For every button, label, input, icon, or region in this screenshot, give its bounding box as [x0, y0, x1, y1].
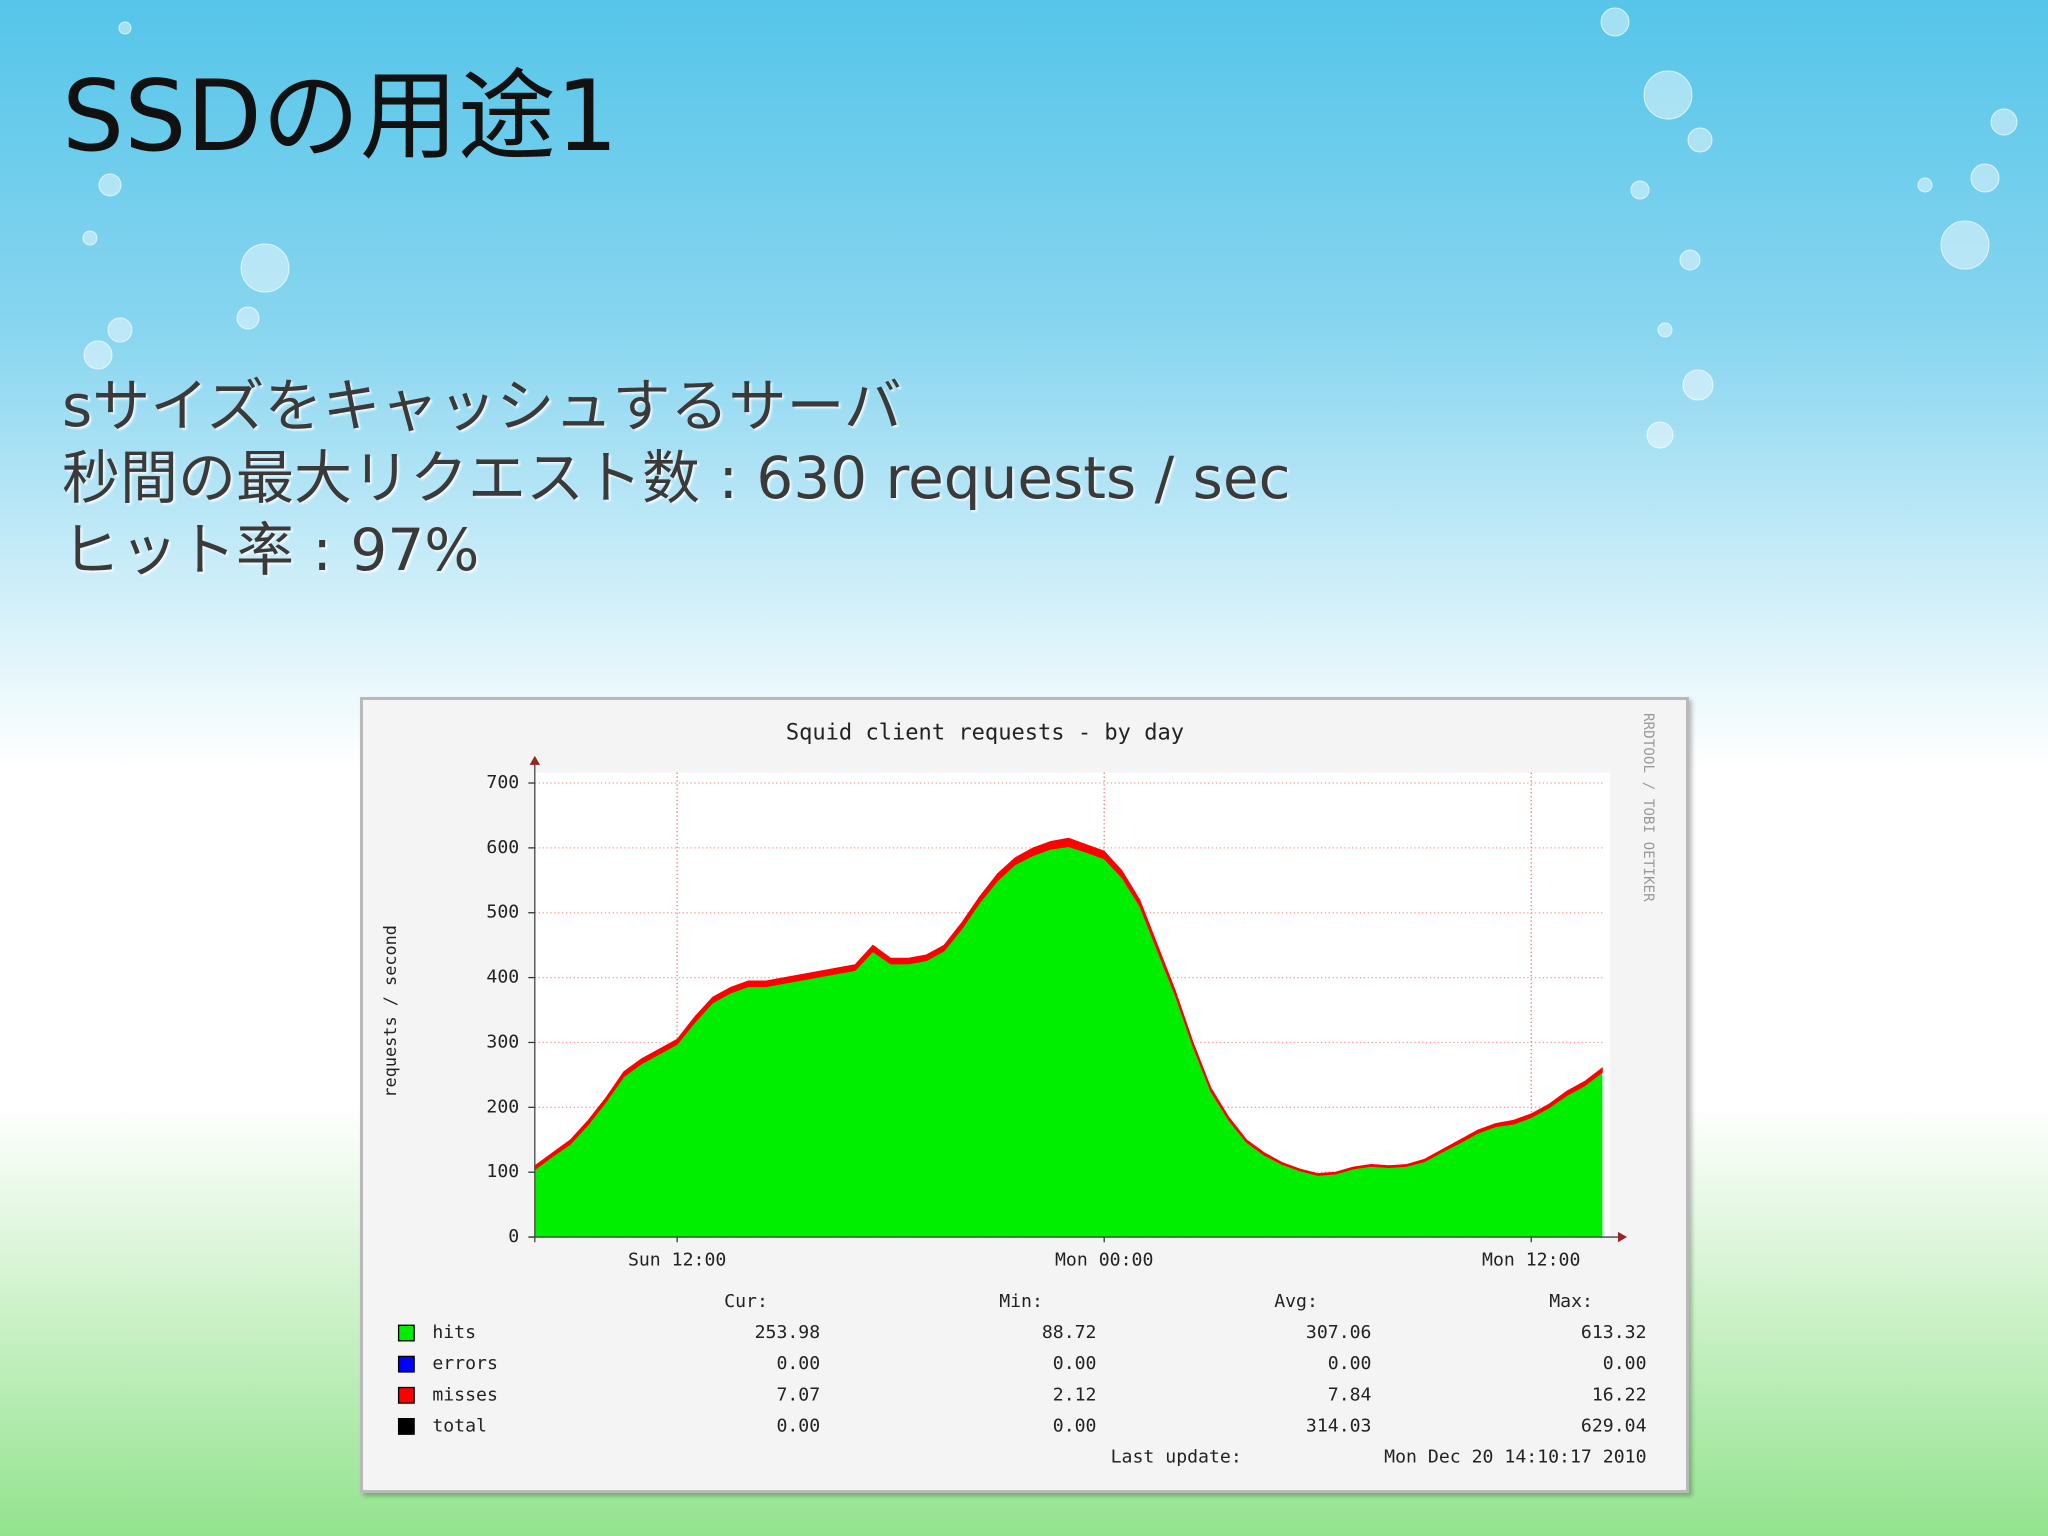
- x-tick-label: Mon 00:00: [1055, 1249, 1153, 1270]
- stats-value: 314.03: [1306, 1415, 1372, 1436]
- stats-value: 16.22: [1592, 1384, 1647, 1405]
- bubble: [107, 317, 133, 343]
- last-update: Mon Dec 20 14:10:17 2010: [1384, 1447, 1646, 1468]
- bubble: [82, 230, 98, 246]
- stats-header: Max:: [1549, 1291, 1593, 1312]
- y-tick-label: 100: [486, 1161, 519, 1182]
- bubble: [1630, 180, 1650, 200]
- legend-swatch: [397, 1355, 415, 1373]
- x-tick-label: Mon 12:00: [1482, 1249, 1580, 1270]
- stats-value: 253.98: [755, 1322, 821, 1343]
- bubble: [98, 173, 122, 197]
- bullet-list: sサイズをキャッシュするサーバ 秒間の最大リクエスト数 : 630 reques…: [62, 370, 1290, 586]
- stats-header: Min:: [999, 1291, 1043, 1312]
- bubble: [1682, 369, 1714, 401]
- bullet: sサイズをキャッシュするサーバ: [62, 372, 902, 440]
- axis-arrow: [1617, 1231, 1628, 1243]
- stats-value: 0.00: [1053, 1415, 1097, 1436]
- stats-value: 0.00: [1328, 1353, 1372, 1374]
- bubble: [1687, 127, 1713, 153]
- bubble: [118, 21, 132, 35]
- legend-label: total: [432, 1415, 487, 1436]
- chart-frame: Squid client requests - by day requests …: [360, 697, 1689, 1493]
- stats-value: 2.12: [1053, 1384, 1097, 1405]
- axis-arrow: [529, 755, 540, 765]
- stats-value: 0.00: [1053, 1353, 1097, 1374]
- bullet: ヒット率 : 97%: [62, 516, 480, 584]
- stats-value: 307.06: [1306, 1322, 1372, 1343]
- legend-swatch: [397, 1418, 415, 1435]
- area-hits: [534, 846, 1603, 1238]
- y-tick-label: 600: [486, 837, 519, 858]
- y-tick-label: 500: [486, 902, 519, 923]
- bubble: [83, 340, 113, 370]
- bubbles: [82, 7, 2018, 449]
- legend-swatch: [397, 1324, 415, 1342]
- legend-swatch: [397, 1386, 415, 1404]
- bubble: [1646, 421, 1674, 449]
- stats-value: 0.00: [776, 1353, 820, 1374]
- legend-label: errors: [432, 1353, 498, 1374]
- stats-value: 7.07: [776, 1384, 820, 1405]
- chart: Squid client requests - by day requests …: [380, 713, 1656, 1468]
- stats-header: Cur:: [724, 1291, 768, 1312]
- y-tick-label: 0: [508, 1226, 519, 1247]
- stats-value: 613.32: [1581, 1322, 1647, 1343]
- y-tick-label: 700: [486, 772, 519, 793]
- bubble: [1657, 322, 1673, 338]
- bubble: [1917, 177, 1933, 193]
- stats-value: 0.00: [776, 1415, 820, 1436]
- watermark: RRDTOOL / TOBI OETIKER: [1640, 713, 1656, 902]
- y-tick-label: 400: [486, 967, 519, 988]
- x-tick-label: Sun 12:00: [628, 1249, 726, 1270]
- bubble: [1940, 220, 1990, 270]
- stats-value: 7.84: [1328, 1384, 1372, 1405]
- slide-title: SSDの用途1: [62, 60, 619, 174]
- bubble: [1990, 108, 2018, 136]
- legend-label: hits: [432, 1322, 476, 1343]
- bubble: [1970, 163, 2000, 193]
- stats-header: Avg:: [1274, 1291, 1318, 1312]
- stats-value: 88.72: [1042, 1322, 1097, 1343]
- bubble: [236, 306, 260, 330]
- stats-value: 629.04: [1581, 1415, 1647, 1436]
- bullet: 秒間の最大リクエスト数 : 630 requests / sec: [62, 444, 1291, 512]
- y-axis-label: requests / second: [380, 925, 400, 1098]
- y-tick-label: 200: [486, 1096, 519, 1117]
- bubble: [1643, 70, 1693, 120]
- chart-title: Squid client requests - by day: [786, 721, 1184, 746]
- bubble: [1600, 7, 1630, 37]
- bubble: [1679, 249, 1701, 271]
- last-update-label: Last update:: [1111, 1447, 1242, 1468]
- legend-label: misses: [432, 1384, 498, 1405]
- bubble: [240, 243, 290, 293]
- area-misses: [534, 837, 1603, 1176]
- stats-value: 0.00: [1603, 1353, 1647, 1374]
- y-tick-label: 300: [486, 1031, 519, 1052]
